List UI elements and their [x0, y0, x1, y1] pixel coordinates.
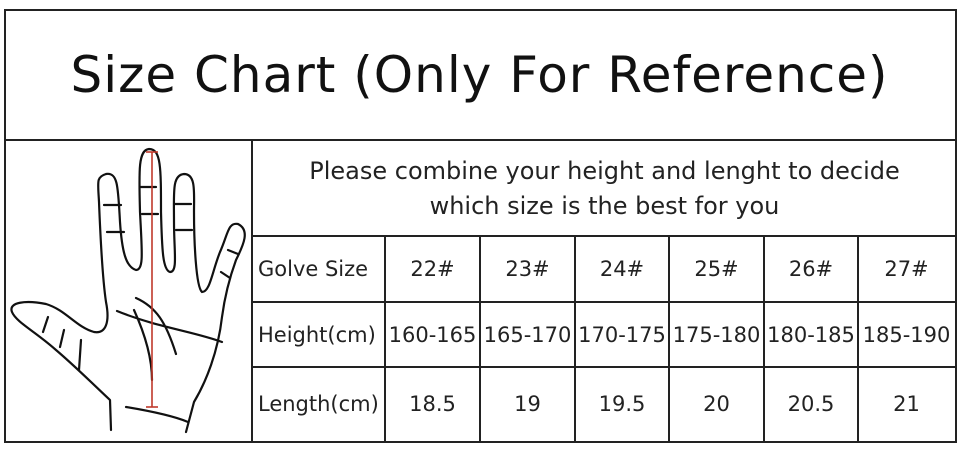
table-cell: 21	[893, 392, 920, 416]
table-rule	[668, 236, 670, 441]
table-cell: 19.5	[598, 392, 646, 416]
table-rule	[857, 236, 859, 441]
instruction-line-2: which size is the best for you	[429, 192, 780, 220]
size-chart-frame	[4, 9, 957, 443]
table-rule	[479, 236, 481, 441]
table-cell: 20.5	[787, 392, 835, 416]
table-cell: 160-165	[388, 322, 477, 347]
hand-measurement-illustration	[10, 147, 246, 434]
table-cell: 185-190	[862, 322, 951, 347]
chart-title: Size Chart (Only For Reference)	[70, 45, 889, 104]
table-cell: 180-185	[767, 322, 855, 347]
table-cell: 20	[703, 392, 730, 416]
table-cell: 175-180	[672, 322, 761, 347]
sizing-instructions: Please combine your height and lenght to…	[254, 142, 955, 236]
table-rule	[252, 235, 955, 237]
row-label: Length(cm)	[258, 392, 379, 416]
divider	[251, 140, 253, 441]
table-cell: 27#	[884, 257, 929, 281]
table-rule	[574, 236, 576, 441]
table-cell: 19	[514, 392, 541, 416]
table-cell: 23#	[505, 257, 550, 281]
divider	[4, 139, 955, 141]
table-cell: 165-170	[483, 322, 572, 347]
table-cell: 22#	[410, 257, 455, 281]
table-cell: 18.5	[409, 392, 456, 416]
table-cell: 170-175	[578, 322, 666, 347]
row-label: Height(cm)	[258, 322, 376, 347]
table-rule	[252, 366, 955, 368]
table-cell: 24#	[599, 257, 645, 281]
table-cell: 25#	[694, 257, 739, 281]
table-rule	[252, 301, 955, 303]
instruction-line-1: Please combine your height and lenght to…	[309, 157, 900, 185]
table-cell: 26#	[788, 257, 834, 281]
table-rule	[763, 236, 765, 441]
row-label: Golve Size	[258, 257, 369, 281]
table-rule	[384, 236, 386, 441]
